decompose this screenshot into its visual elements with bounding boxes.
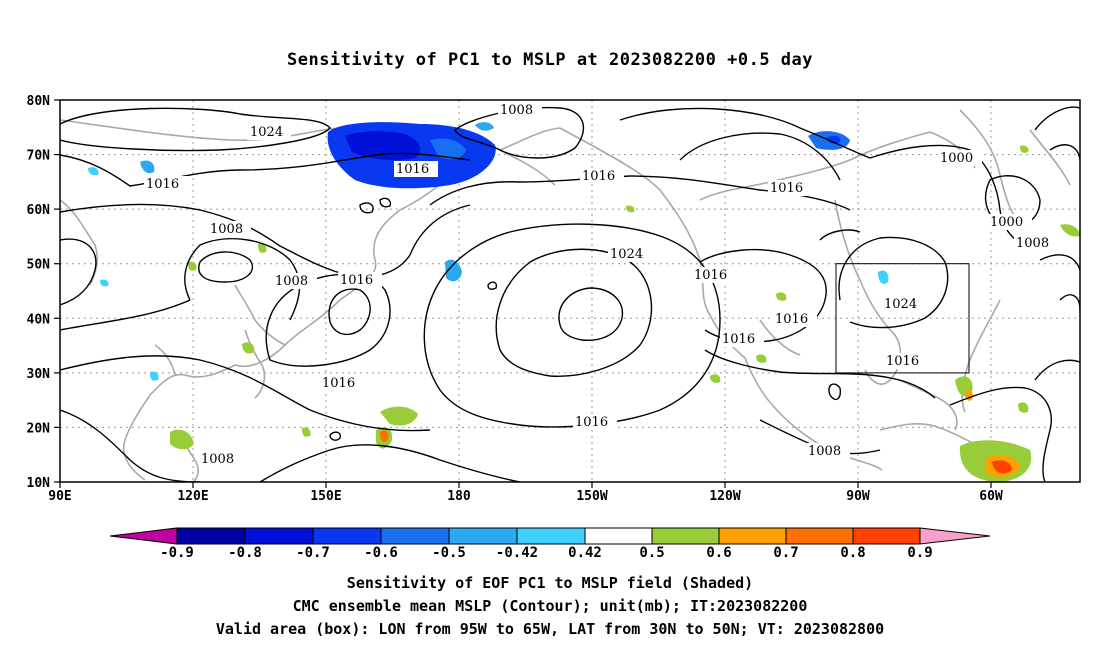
lon-label: 90E (48, 489, 71, 504)
contour-label: 1016 (340, 273, 373, 288)
colorbar-label: 0.9 (907, 545, 932, 561)
lat-label: 10N (27, 476, 51, 491)
colorbar-label: 0.7 (773, 545, 798, 561)
lat-label: 20N (27, 421, 51, 436)
plot-frame (59, 99, 1081, 483)
mslp-contours (60, 106, 1080, 482)
contour-label: 1016 (575, 415, 608, 430)
contour-label: 1016 (770, 181, 803, 196)
lat-label: 30N (27, 367, 51, 382)
contour-label: 1024 (250, 125, 283, 140)
colorbar-swatch (380, 527, 450, 545)
colorbar-swatch (852, 527, 921, 545)
colorbar-left-arrow (109, 527, 178, 545)
lon-label: 60W (979, 489, 1003, 504)
contour-label: 1016 (722, 332, 755, 347)
sensitivity-shading (88, 122, 1080, 482)
colorbar-label: -0.42 (496, 545, 538, 561)
lat-label: 40N (27, 312, 51, 327)
contour-label: 1016 (322, 376, 355, 391)
map-title: Sensitivity of PC1 to MSLP at 2023082200… (286, 50, 813, 70)
contour-label: 1008 (210, 222, 243, 237)
lon-label: 90W (846, 489, 870, 504)
colorbar-right-arrow (919, 527, 991, 545)
lat-label: 60N (27, 203, 51, 218)
colorbar-label: 0.42 (568, 545, 602, 561)
lat-label: 50N (27, 258, 51, 273)
colorbar-label: -0.5 (432, 545, 466, 561)
colorbar-label: 0.5 (639, 545, 664, 561)
colorbar-swatch (312, 527, 382, 545)
lon-label: 150W (576, 489, 607, 504)
contour-label: 1024 (610, 247, 643, 262)
caption-line-1: Sensitivity of EOF PC1 to MSLP field (Sh… (346, 574, 754, 592)
colorbar-swatch (718, 527, 787, 545)
valid-area-box (835, 263, 970, 374)
contour-label: 1016 (775, 312, 808, 327)
colorbar-swatch (244, 527, 314, 545)
colorbar-label: -0.7 (296, 545, 330, 561)
colorbar-label: 0.8 (840, 545, 865, 561)
caption-line-3: Valid area (box): LON from 95W to 65W, L… (215, 620, 885, 638)
caption-line-2: CMC ensemble mean MSLP (Contour); unit(m… (292, 597, 808, 615)
contour-label: 1008 (201, 452, 234, 467)
lat-label: 70N (27, 149, 51, 164)
contour-label: 1008 (275, 274, 308, 289)
longitude-labels: 90E 120E 150E 180 150W 120W 90W 60W (48, 489, 1003, 504)
contour-label: 1016 (146, 177, 179, 192)
colorbar-swatch (176, 527, 246, 545)
contour-label: 1024 (884, 297, 917, 312)
lon-label: 120E (177, 489, 208, 504)
colorbar-label: -0.9 (160, 545, 194, 561)
contour-label: 1016 (396, 162, 429, 177)
colorbar-label: 0.6 (706, 545, 731, 561)
colorbar-label: -0.6 (364, 545, 398, 561)
lon-label: 150E (310, 489, 341, 504)
colorbar-swatch (651, 527, 720, 545)
colorbar-swatch (448, 527, 518, 545)
lon-label: 120W (709, 489, 740, 504)
contour-label: 1016 (694, 268, 727, 283)
colorbar: -0.9 -0.8 -0.7 -0.6 -0.5 -0.42 0.42 0.5 … (109, 527, 991, 561)
contour-label: 1000 (990, 215, 1023, 230)
latitude-labels: 80N 70N 60N 50N 40N 30N 20N 10N (27, 94, 51, 491)
colorbar-swatch (584, 527, 653, 545)
contour-label: 1016 (886, 354, 919, 369)
tick-marks (54, 99, 992, 488)
contour-labels: 1024 1008 1016 1016 1000 1000 1008 1008 … (144, 102, 1058, 467)
colorbar-swatch (516, 527, 586, 545)
contour-label: 1016 (582, 169, 615, 184)
contour-label: 1008 (808, 444, 841, 459)
colorbar-swatch (785, 527, 854, 545)
lon-label: 180 (447, 489, 471, 504)
gridlines (60, 100, 1080, 482)
contour-label: 1000 (940, 151, 973, 166)
contour-label: 1008 (500, 103, 533, 118)
lat-label: 80N (27, 94, 51, 109)
contour-label: 1008 (1016, 236, 1049, 251)
colorbar-label: -0.8 (228, 545, 262, 561)
